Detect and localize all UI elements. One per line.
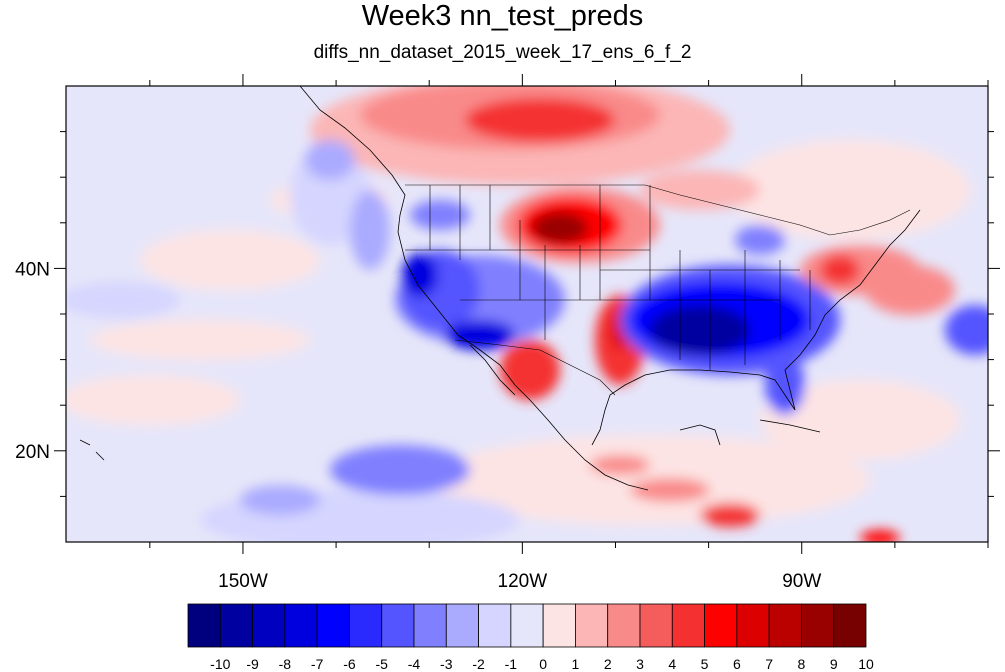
anomaly-patch: [305, 140, 355, 180]
anomaly-patch: [240, 485, 320, 515]
colorbar-swatch: [768, 603, 802, 648]
state-lines: [405, 185, 811, 370]
colorbar-swatch: [671, 603, 705, 648]
colorbar-swatch: [381, 603, 415, 648]
colorbar-label: 2: [604, 656, 612, 672]
colorbar-swatch: [187, 603, 221, 648]
colorbar-swatch: [349, 603, 383, 648]
chart-title: Week3 nn_test_preds: [361, 0, 644, 32]
colorbar-swatch: [478, 603, 512, 648]
yucatan-line: [679, 424, 721, 446]
colorbar-label: -8: [279, 656, 292, 672]
us-canada-border: [405, 184, 911, 236]
anomaly-patch: [330, 445, 470, 495]
anomaly-patch: [640, 170, 760, 210]
colorbar-swatch: [219, 603, 253, 648]
chart-subtitle: diffs_nn_dataset_2015_week_17_ens_6_f_2: [313, 42, 692, 63]
axis-ticks: 150W 120W 90W 40N 20N: [15, 74, 1000, 592]
anomaly-patch: [590, 455, 650, 475]
anomaly-patch: [700, 503, 760, 527]
map-panel: [65, 85, 989, 543]
gulf-coast-line: [591, 209, 921, 446]
hawaii-line: [79, 439, 105, 461]
anomaly-patch: [820, 255, 860, 285]
anomaly-patch: [945, 305, 988, 355]
colorbar-label: 6: [733, 656, 741, 672]
state-boundaries: [405, 184, 911, 396]
colorbar-swatch: [801, 603, 835, 648]
colorbar-swatch: [575, 603, 609, 648]
colorbar-label: -3: [440, 656, 453, 672]
colorbar-label: -10: [210, 656, 230, 672]
colorbar-swatch: [284, 603, 318, 648]
colorbar-label: 7: [765, 656, 773, 672]
anomaly-patch: [865, 265, 955, 315]
anomaly-patch: [730, 140, 970, 240]
anomaly-patch: [350, 190, 390, 270]
anomaly-patch: [66, 282, 180, 318]
colorbar-label: 10: [858, 656, 874, 672]
anomaly-patch: [445, 320, 515, 350]
colorbar-label: -4: [408, 656, 421, 672]
west-coast-line: [299, 86, 649, 491]
anomaly-patch: [402, 253, 438, 297]
anomaly-patch: [650, 305, 750, 355]
anomaly-patch: [465, 98, 615, 142]
colorbar-label: -5: [375, 656, 388, 672]
anomaly-patch: [765, 355, 805, 415]
colorbar-swatch: [704, 603, 738, 648]
us-mexico-border: [454, 339, 616, 396]
colorbar-label: 1: [572, 656, 580, 672]
colorbar-label: -9: [246, 656, 259, 672]
colorbar-label: 8: [798, 656, 806, 672]
anomaly-patch: [630, 478, 710, 502]
colorbar-swatch: [736, 603, 770, 648]
colorbar-label: -1: [505, 656, 518, 672]
colorbar-swatch: [542, 603, 576, 648]
colorbar-swatch: [607, 603, 641, 648]
colorbar-label: 9: [830, 656, 838, 672]
colorbar-label: 4: [668, 656, 676, 672]
colorbar-swatch: [510, 603, 544, 648]
anomaly-patch: [140, 230, 320, 290]
anomaly-field: [66, 86, 988, 542]
colorbar-swatch: [252, 603, 286, 648]
colorbar-swatch: [639, 603, 673, 648]
colorbar-swatch: [833, 603, 867, 648]
anomaly-patch: [66, 375, 240, 425]
anomaly-patch: [532, 212, 588, 244]
colorbar-label: 3: [636, 656, 644, 672]
anomaly-patch: [410, 200, 470, 230]
colorbar-swatch: [316, 603, 350, 648]
y-tick-label: 20N: [15, 442, 50, 463]
anomaly-patch: [90, 320, 310, 360]
coastlines: [79, 86, 921, 491]
x-tick-label: 120W: [498, 571, 548, 592]
colorbar: -10 -9 -8 -7 -6 -5 -4 -3 -2 -1 0 1 2 3 4 5 6 7 8 9 10: [187, 603, 874, 672]
cuba-line: [759, 419, 821, 433]
y-tick-label: 40N: [15, 259, 50, 280]
colorbar-label: -7: [311, 656, 324, 672]
anomaly-patch: [760, 380, 960, 460]
anomaly-patch: [860, 530, 900, 542]
baja-line: [469, 344, 516, 396]
colorbar-label: 0: [539, 656, 547, 672]
colorbar-swatch: [413, 603, 447, 648]
anomaly-patch: [735, 225, 785, 255]
colorbar-label: 5: [701, 656, 709, 672]
x-tick-label: 90W: [782, 571, 821, 592]
x-tick-label: 150W: [218, 571, 268, 592]
colorbar-swatch: [445, 603, 479, 648]
colorbar-label: -6: [343, 656, 356, 672]
colorbar-label: -2: [472, 656, 485, 672]
